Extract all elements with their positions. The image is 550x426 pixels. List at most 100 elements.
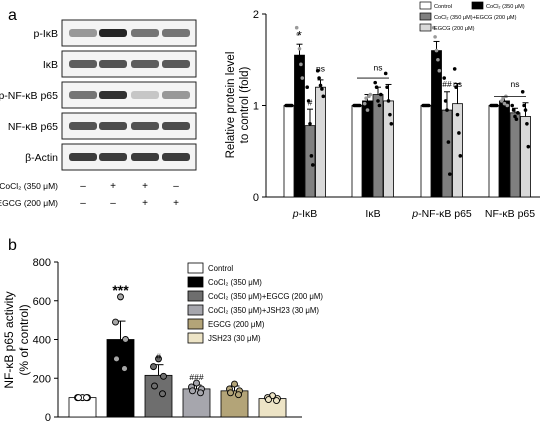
x-tick-label-rest: -NF-κB p65: [418, 208, 472, 220]
legend-label: CoCl₂ (350 μM): [208, 278, 262, 287]
x-tick-label: IκB: [365, 208, 380, 220]
data-point: [265, 396, 272, 404]
significance-label: #: [308, 98, 313, 108]
legend-label: Control: [208, 264, 233, 273]
y-axis-label-line: (% of control): [17, 304, 31, 375]
data-point: [516, 111, 520, 115]
data-point: [446, 140, 451, 144]
bar: [220, 390, 249, 418]
y-tick-label: 0: [45, 412, 51, 424]
treatment-sign: –: [80, 198, 86, 209]
data-point: [445, 108, 449, 112]
x-tick-label: NF-κB p65: [485, 208, 535, 220]
data-point: [362, 101, 367, 106]
y-axis-label: Relative protein level to control (fold): [225, 52, 251, 159]
bar: [420, 105, 432, 198]
data-point: [122, 336, 129, 343]
data-point: [454, 85, 458, 89]
western-blot: p-IκB IκB p-NF-κB p65 NF-κB p65 β-Actin CoCl₂…: [0, 19, 197, 209]
legend-label: CoCl₂ (350 μM)+EGCG (200 μM): [434, 15, 517, 21]
significance-label: ##: [442, 79, 452, 89]
significance-label: ns: [453, 79, 462, 89]
legend-label: EGCG (200 μM): [208, 320, 265, 329]
data-point: [294, 25, 299, 30]
data-point: [525, 122, 529, 126]
data-point: [321, 94, 326, 99]
panel-a-label: a: [8, 7, 17, 24]
data-point: [501, 96, 505, 100]
data-point: [315, 68, 320, 73]
data-point: [112, 318, 119, 326]
treatment-sign: +: [173, 198, 179, 209]
data-point: [437, 68, 442, 73]
data-point: [510, 103, 514, 108]
bar: [351, 105, 363, 198]
y-axis-label-line: to control (fold): [239, 66, 251, 143]
blot-band: [99, 91, 127, 99]
data-point: [150, 363, 157, 371]
x-tick-label-rest: -IκB: [299, 208, 318, 220]
blot-row-label: p-IκB: [33, 28, 58, 40]
data-point: [290, 103, 294, 108]
data-point: [75, 394, 82, 402]
data-point: [452, 67, 457, 71]
bar: [182, 388, 211, 418]
data-point: [151, 382, 158, 390]
blot-band: [131, 153, 159, 161]
data-point: [379, 92, 383, 97]
treatment-sign: –: [80, 181, 86, 192]
data-point: [511, 108, 516, 112]
blot-band: [162, 60, 190, 68]
y-tick-label: 200: [33, 373, 51, 385]
blot-band: [131, 29, 159, 37]
significance-label: ns: [316, 64, 325, 74]
data-point: [522, 103, 526, 108]
data-point: [499, 99, 504, 103]
chart-b: 0 200 400 600 800 NF-κB p65 activity(% of con…: [2, 257, 323, 424]
data-point: [386, 99, 391, 103]
legend-label: CoCl₂ (350 μM)+JSH23 (30 μM): [208, 306, 319, 315]
data-point: [309, 154, 314, 158]
data-point: [113, 355, 120, 363]
legend-swatch: [187, 290, 204, 302]
legend-label: EGCG (200 μM): [434, 26, 475, 32]
significance-label: *: [297, 29, 302, 43]
legend-swatch: [187, 304, 204, 316]
data-point: [308, 122, 312, 126]
significance-label: ***: [112, 282, 129, 298]
blot-band: [69, 60, 97, 68]
blot-band: [69, 153, 97, 161]
legend-swatch: [419, 1, 432, 10]
data-point: [388, 112, 392, 117]
bar: [106, 339, 135, 418]
data-point: [513, 114, 517, 119]
bar: [362, 100, 373, 198]
data-point: [358, 103, 362, 108]
significance-label: ###: [189, 372, 203, 382]
blot-row-label: IκB: [43, 59, 58, 71]
data-point: [155, 355, 162, 363]
x-tick-label-prefix: p: [292, 208, 299, 220]
data-point: [83, 394, 90, 402]
x-tick-label-prefix: p: [411, 208, 418, 220]
y-axis-label: NF-κB p65 activity(% of control): [2, 291, 31, 388]
y-tick-label: 1: [253, 101, 259, 113]
y-axis-label-line: Relative protein level: [225, 52, 237, 159]
significance-label: ns: [511, 79, 520, 89]
bar: [499, 100, 510, 198]
legend-label: CoCl₂ (350 μM): [486, 4, 525, 10]
data-point: [520, 89, 525, 94]
data-point: [443, 99, 448, 103]
treatment-sign: –: [173, 181, 179, 192]
treatment-label: CoCl₂ (350 μM): [0, 181, 58, 191]
legend-swatch: [187, 276, 204, 288]
data-point: [317, 76, 321, 80]
bar: [452, 103, 463, 198]
significance-label: #: [156, 352, 161, 362]
blot-band: [162, 91, 190, 99]
bar: [509, 112, 521, 198]
y-tick-label: 400: [33, 335, 51, 347]
data-point: [436, 57, 440, 62]
data-point: [300, 76, 305, 80]
